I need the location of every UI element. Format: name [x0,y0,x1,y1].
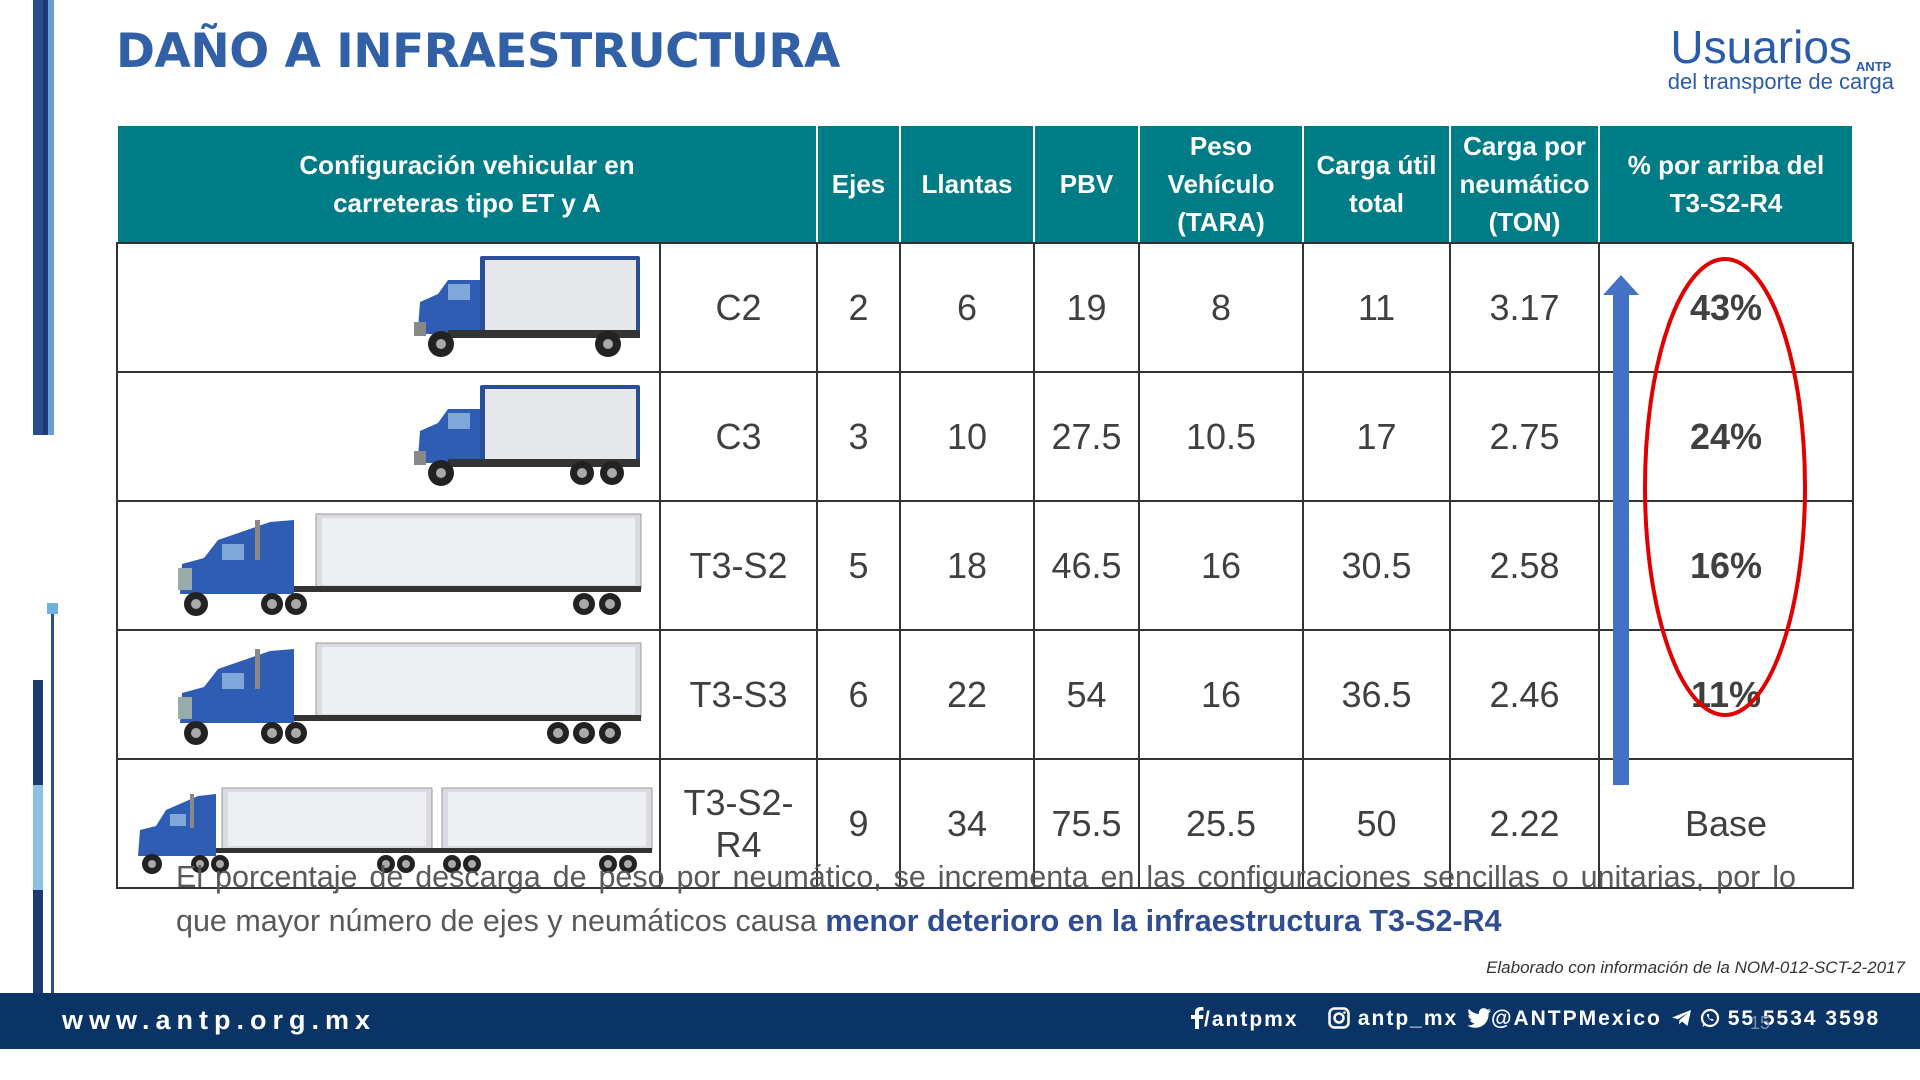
cell-peso: 16 [1138,629,1304,760]
table-row: T3-S3 6 22 54 16 36.5 2.46 11% [116,629,1854,760]
cell-config: T3-S2-R4 [659,758,818,889]
table-header-row: Configuración vehicular en carreteras ti… [116,124,1854,244]
cell-ejes: 6 [816,629,901,760]
cell-llantas: 34 [899,758,1035,889]
left-accent-square [47,603,58,614]
cell-carga-util: 30.5 [1302,500,1451,631]
vehicle-image-c3 [116,371,661,502]
left-accent-line [51,614,54,994]
left-accent-segment [33,680,43,785]
twitter-link[interactable]: @ANTPMexico [1467,1007,1662,1031]
header-peso: Peso Vehículo (TARA) [1138,124,1304,244]
cell-config: C2 [659,242,818,373]
cell-pbv: 75.5 [1033,758,1140,889]
note-highlight: menor deterioro en la infraestructura T3… [825,904,1502,938]
explanatory-note: El porcentaje de descarga de peso por ne… [176,860,1796,938]
logo-sup-text: ANTP [1855,59,1892,74]
header-ejes: Ejes [816,124,901,244]
facebook-icon [1191,1007,1204,1029]
antp-logo: Usuarios ANTP del transporte de carga [1668,24,1894,94]
cell-carga-util: 50 [1302,758,1451,889]
instagram-link[interactable]: antp_mx [1328,1007,1458,1031]
cell-pbv: 54 [1033,629,1140,760]
cell-ejes: 5 [816,500,901,631]
cell-carga-neumatico: 2.58 [1449,500,1600,631]
instagram-icon [1328,1007,1350,1029]
cell-pbv: 46.5 [1033,500,1140,631]
header-config: Configuración vehicular en carreteras ti… [116,124,818,244]
table-row: T3-S2 5 18 46.5 16 30.5 2.58 16% [116,500,1854,631]
cell-carga-neumatico: 2.22 [1449,758,1600,889]
twitter-icon [1467,1008,1491,1028]
cell-pct: 11% [1598,629,1854,760]
footer-bar: www.antp.org.mx /antpmx antp_mx @ANTPMex… [0,993,1920,1049]
cell-config: T3-S3 [659,629,818,760]
cell-pct: 24% [1598,371,1854,502]
cell-ejes: 3 [816,371,901,502]
logo-sub-text: del transporte de carga [1667,69,1894,94]
cell-carga-util: 11 [1302,242,1451,373]
source-citation: Elaborado con información de la NOM-012-… [1486,958,1905,977]
cell-peso: 8 [1138,242,1304,373]
vehicle-image-t3-s3 [116,629,661,760]
cell-config: C3 [659,371,818,502]
vehicle-image-t3-s2-r4 [116,758,661,889]
cell-peso: 16 [1138,500,1304,631]
left-accent-segment [33,785,43,890]
header-carga-util: Carga útil total [1302,124,1451,244]
table-row: C2 2 6 19 8 11 3.17 43% [116,242,1854,373]
cell-carga-util: 17 [1302,371,1451,502]
header-carga-neumatico: Carga por neumático (TON) [1449,124,1600,244]
cell-ejes: 9 [816,758,901,889]
header-llantas: Llantas [899,124,1035,244]
cell-carga-neumatico: 2.46 [1449,629,1600,760]
cell-pct: Base [1598,758,1854,889]
footer-url[interactable]: www.antp.org.mx [62,1005,377,1035]
facebook-link[interactable]: /antpmx [1190,1007,1299,1032]
left-accent-bar-dark [43,0,51,435]
arrow-up-icon [1603,275,1639,785]
vehicle-image-t3-s2 [116,500,661,631]
header-pct: % por arriba del T3-S2-R4 [1598,124,1854,244]
cell-pct: 16% [1598,500,1854,631]
page-title: DAÑO A INFRAESTRUCTURA [116,24,840,79]
cell-llantas: 10 [899,371,1035,502]
cell-pbv: 27.5 [1033,371,1140,502]
left-accent-bar-light [48,0,54,435]
whatsapp-icon [1700,1008,1719,1028]
telegram-icon [1672,1010,1691,1026]
logo-main-text: Usuarios [1670,21,1852,73]
vehicle-image-c2 [116,242,661,373]
cell-carga-neumatico: 2.75 [1449,371,1600,502]
table-row: T3-S2-R4 9 34 75.5 25.5 50 2.22 Base [116,758,1854,889]
cell-llantas: 22 [899,629,1035,760]
cell-pbv: 19 [1033,242,1140,373]
phone-contact[interactable]: 55 5534 3598 [1672,1007,1880,1031]
highlight-ellipse [1643,257,1807,717]
cell-llantas: 6 [899,242,1035,373]
cell-peso: 25.5 [1138,758,1304,889]
left-accent-segment [33,890,43,994]
cell-ejes: 2 [816,242,901,373]
cell-pct: 43% [1598,242,1854,373]
vehicle-config-table: Configuración vehicular en carreteras ti… [116,124,1854,889]
cell-carga-util: 36.5 [1302,629,1451,760]
cell-llantas: 18 [899,500,1035,631]
table-row: C3 3 10 27.5 10.5 17 2.75 24% [116,371,1854,502]
cell-peso: 10.5 [1138,371,1304,502]
header-pbv: PBV [1033,124,1140,244]
cell-carga-neumatico: 3.17 [1449,242,1600,373]
cell-config: T3-S2 [659,500,818,631]
page-number: 15 [1750,1013,1771,1033]
